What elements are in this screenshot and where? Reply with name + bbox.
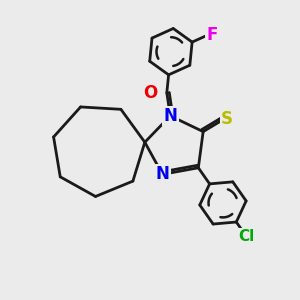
Text: O: O [143,84,158,102]
Text: S: S [221,110,233,128]
Text: N: N [163,107,177,125]
Text: F: F [207,26,218,44]
Text: N: N [155,165,170,183]
Text: Cl: Cl [238,229,255,244]
